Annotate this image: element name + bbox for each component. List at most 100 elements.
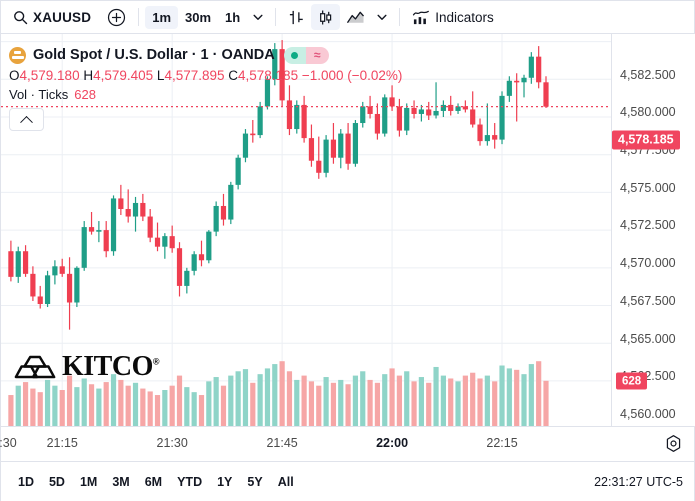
- candle-body: [543, 82, 549, 107]
- candle-body: [352, 123, 359, 164]
- market-status-badge[interactable]: ≈: [283, 46, 329, 64]
- axis-settings-icon[interactable]: [664, 434, 683, 453]
- volume-bar: [162, 390, 168, 426]
- price-tick: 4,565.000: [620, 331, 676, 346]
- time-tick: 21:15: [46, 436, 78, 450]
- candle-body: [88, 227, 95, 232]
- price-tick: 4,570.000: [620, 256, 676, 271]
- candle-body: [206, 231, 212, 261]
- volume-bar: [198, 395, 205, 426]
- range-button[interactable]: 1D: [18, 474, 34, 489]
- chart-type-candles-button[interactable]: [311, 4, 341, 30]
- candle-body: [66, 273, 73, 303]
- range-button[interactable]: All: [277, 474, 294, 489]
- volume-bar: [294, 379, 300, 426]
- volume-bar: [338, 379, 344, 426]
- candle-body: [220, 205, 227, 220]
- symbol-search-button[interactable]: XAUUSD: [7, 4, 97, 30]
- volume-bar: [323, 377, 329, 426]
- candle-body: [426, 109, 432, 116]
- volume-bar: [8, 395, 14, 426]
- chart-type-dropdown-button[interactable]: [371, 4, 393, 30]
- candle-body: [103, 230, 109, 252]
- candle-body: [374, 113, 381, 134]
- timeframe-1h[interactable]: 1h: [225, 9, 241, 25]
- volume-bar: [220, 385, 227, 426]
- close-value: 4,578.185: [238, 68, 299, 83]
- range-button[interactable]: 5D: [48, 474, 65, 489]
- volume-bar: [279, 361, 285, 426]
- price-tick: 4,567.500: [620, 293, 676, 308]
- candle-body: [484, 135, 490, 142]
- volume-bar: [118, 379, 124, 426]
- toolbar-divider-1: [138, 8, 140, 26]
- range-button[interactable]: YTD: [177, 474, 203, 489]
- volume-bar: [30, 388, 36, 426]
- volume-bar: [272, 364, 278, 426]
- volume-bar: [330, 382, 337, 426]
- volume-bar: [426, 382, 432, 426]
- candle-body: [404, 107, 410, 131]
- candle-body: [345, 133, 351, 164]
- candle-body: [308, 138, 315, 161]
- candle-body: [433, 110, 439, 116]
- instrument-title[interactable]: Gold Spot / U.S. Dollar · 1 · OANDA: [33, 47, 275, 63]
- volume-bar: [418, 377, 424, 426]
- low-key: L: [156, 68, 165, 83]
- candle-body: [367, 106, 373, 114]
- chevron-up-icon: [20, 115, 33, 129]
- legend-title-row: Gold Spot / U.S. Dollar · 1 · OANDA ≈: [9, 45, 402, 65]
- candlestick-icon: [320, 10, 332, 24]
- candle-body: [462, 106, 468, 110]
- candle-body: [96, 230, 102, 232]
- range-button[interactable]: 5Y: [247, 474, 263, 489]
- current-volume-badge: 628: [616, 372, 648, 390]
- price-tick: 4,582.500: [620, 67, 676, 82]
- candle-body: [52, 266, 58, 276]
- bar-chart-icon: [290, 10, 303, 24]
- timeframe-dropdown-button[interactable]: [247, 4, 269, 30]
- candlestick-plot: [1, 34, 611, 426]
- volume-bar: [477, 378, 483, 426]
- volume-bar: [66, 375, 73, 426]
- time-tick: 22:00: [376, 436, 409, 450]
- volume-bar: [15, 385, 21, 426]
- candle-body: [301, 104, 307, 139]
- chart-type-area-button[interactable]: [340, 4, 371, 30]
- legend-collapse-button[interactable]: [9, 108, 44, 131]
- candle-body: [140, 202, 146, 217]
- indicators-button[interactable]: Indicators: [406, 4, 500, 30]
- timeframe-30m[interactable]: 30m: [185, 9, 212, 25]
- volume-bar: [484, 375, 490, 426]
- volume-bar: [455, 381, 461, 426]
- candle-body: [521, 77, 527, 83]
- range-button[interactable]: 3M: [112, 474, 130, 489]
- volume-bar: [257, 374, 263, 426]
- range-button[interactable]: 6M: [144, 474, 163, 489]
- time-axis[interactable]: 21:15 21:30 21:45 22:00 22:15 22:30: [0, 426, 694, 461]
- indicators-label: Indicators: [435, 9, 494, 25]
- range-button[interactable]: 1Y: [217, 474, 233, 489]
- range-button[interactable]: 1M: [79, 474, 98, 489]
- volume-bar: [52, 385, 58, 426]
- range-selector: 1D 5D 1M 3M 6M YTD 1Y 5Y All: [9, 472, 300, 492]
- candle-body: [316, 160, 322, 173]
- price-axis[interactable]: 4,582.500 4,580.000 4,577.500 4,575.000 4,57…: [611, 34, 695, 426]
- chart-type-bars-button[interactable]: [282, 4, 311, 30]
- candle-body: [44, 275, 51, 305]
- volume-bar: [514, 369, 520, 426]
- timeframe-1m[interactable]: 1m: [145, 5, 179, 29]
- candle-body: [198, 254, 205, 261]
- data-quality-indicator: ≈: [305, 46, 329, 64]
- volume-bar: [301, 375, 307, 426]
- candle-body: [110, 198, 117, 252]
- candle-body: [235, 157, 241, 185]
- area-chart-icon: [347, 11, 365, 23]
- high-key: H: [83, 68, 94, 83]
- time-tick: 22:30: [0, 436, 17, 450]
- add-symbol-button[interactable]: [101, 4, 132, 30]
- volume-bar: [176, 375, 183, 426]
- candle-body: [8, 251, 14, 277]
- market-open-dot: [291, 51, 299, 59]
- chart-canvas[interactable]: [1, 34, 611, 426]
